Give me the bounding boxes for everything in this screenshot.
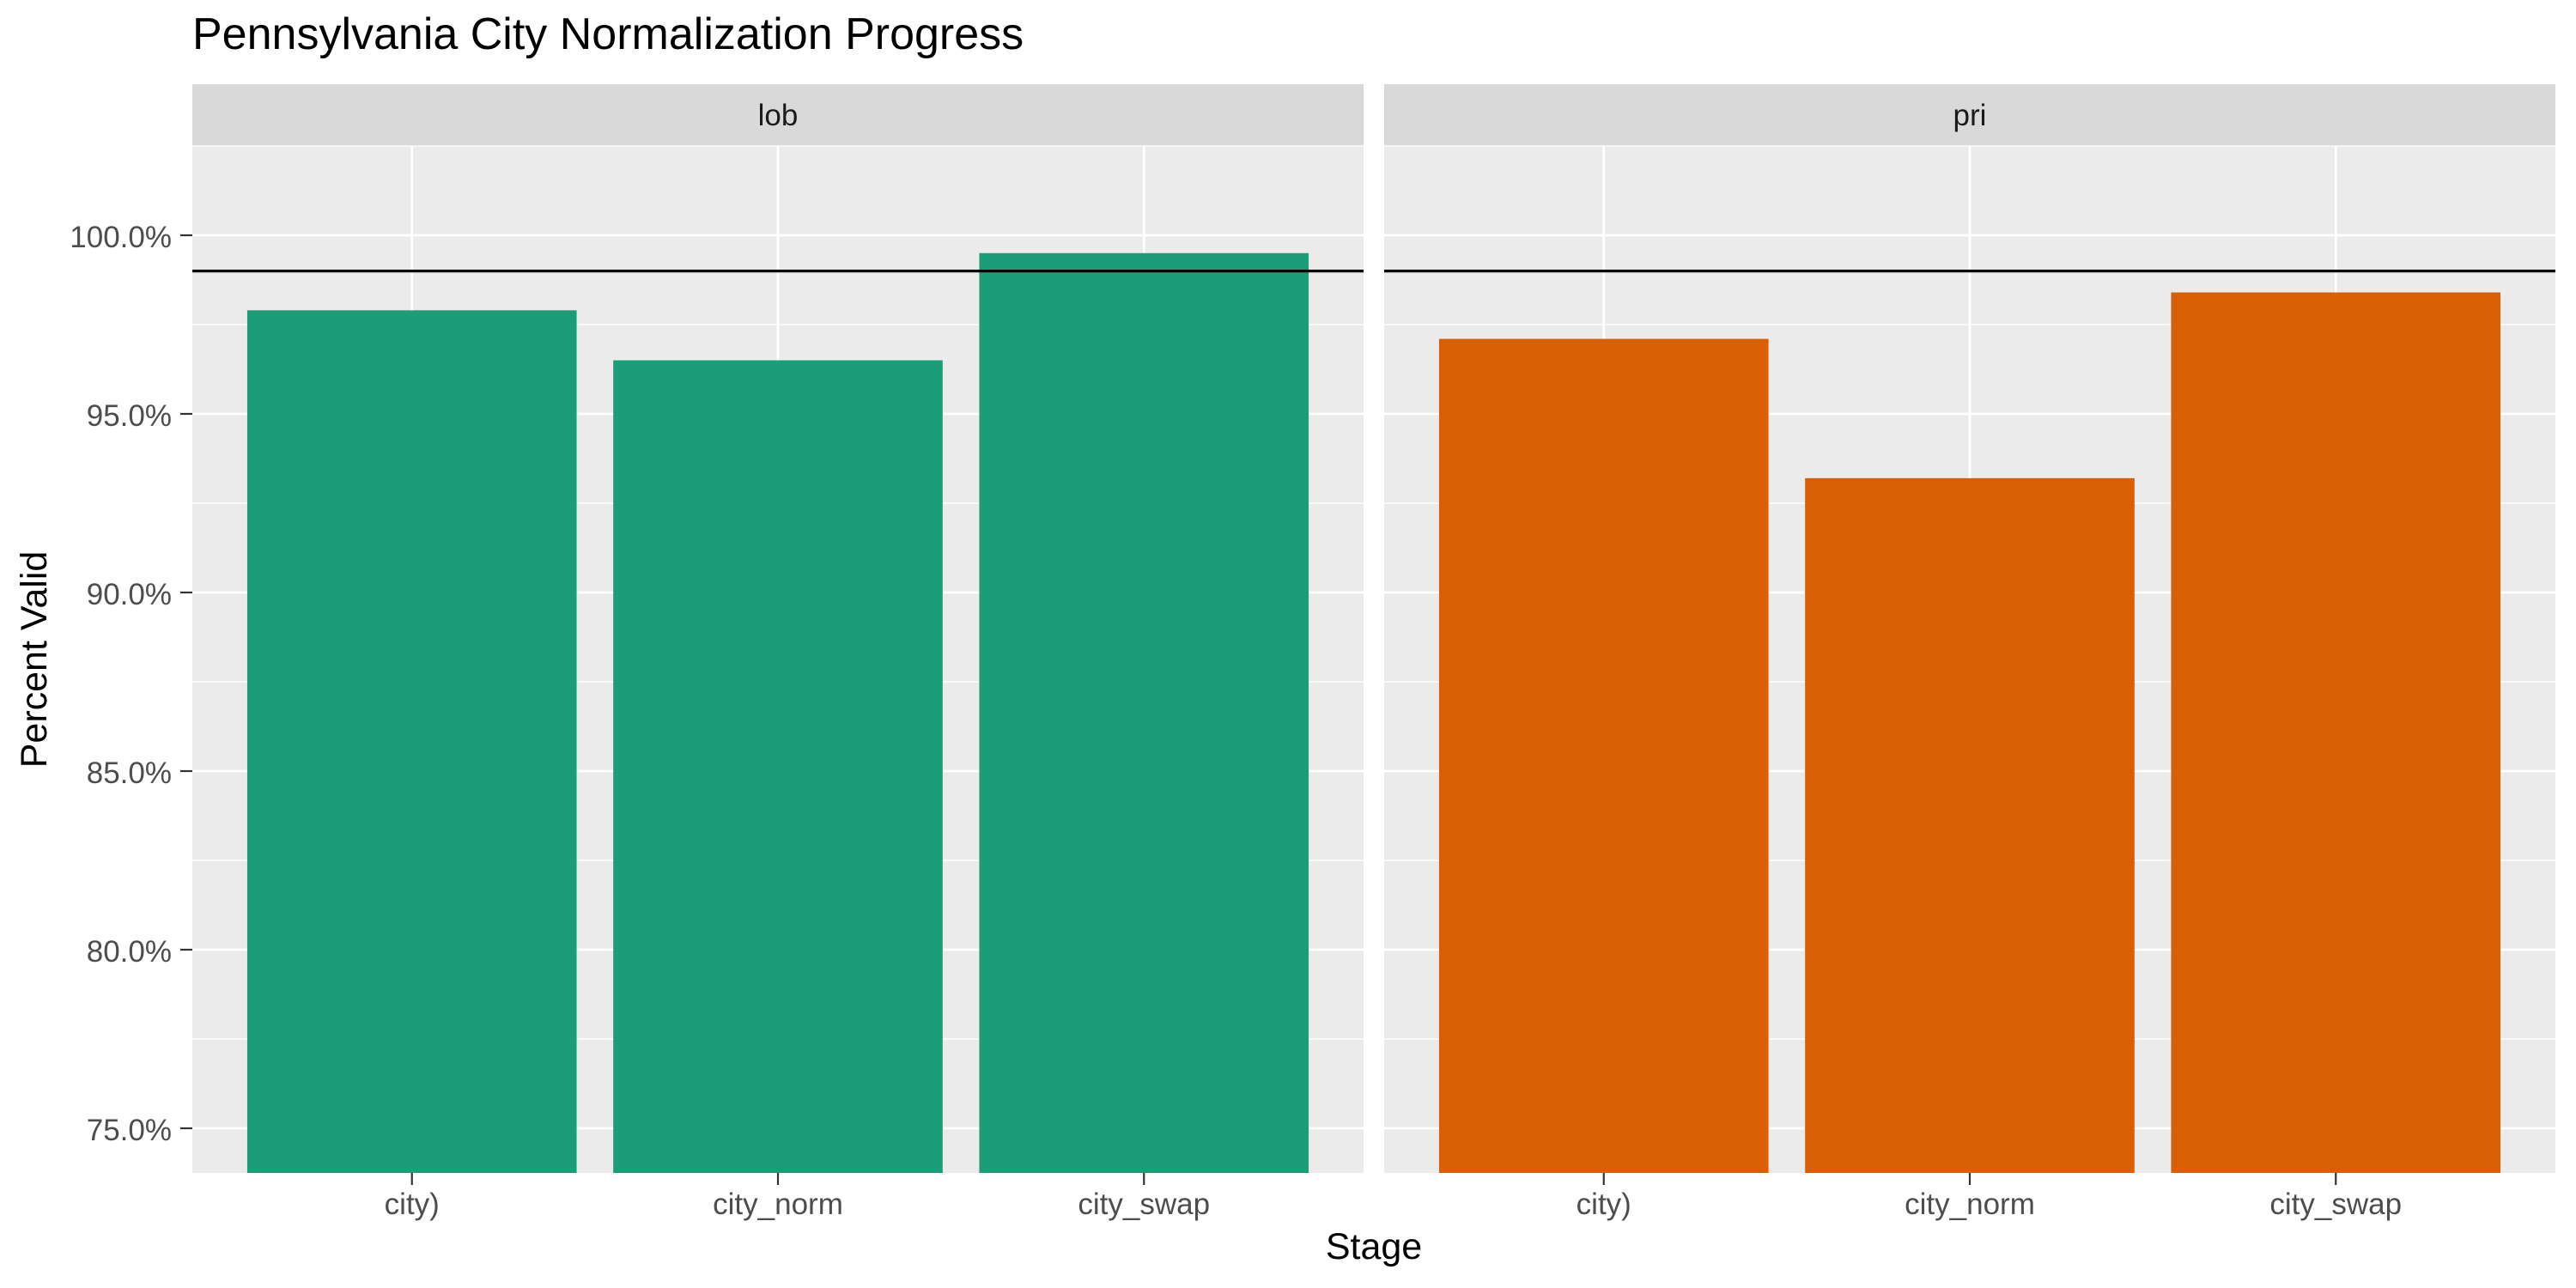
facet-strip-label: pri [1953, 99, 1987, 132]
facet-panel-lob: lob city) city_norm city_swap [192, 84, 1364, 1221]
x-tick-label: city_swap [2269, 1188, 2402, 1221]
x-tick-label: city_norm [713, 1188, 843, 1221]
y-tick-label: 100.0% [70, 221, 172, 254]
facet-strip [192, 84, 1364, 146]
x-tick-label: city_norm [1905, 1188, 2035, 1221]
bar-pri-city_norm [1805, 477, 2135, 1173]
bar-pri-city) [1438, 338, 1769, 1173]
y-tick-label: 80.0% [87, 935, 172, 969]
facet-panel-pri: pri city) city_norm city_swap [1384, 84, 2555, 1221]
facet-strip-label: lob [758, 99, 799, 132]
x-axis-title: Stage [1326, 1226, 1422, 1267]
facet-strip [1384, 84, 2555, 146]
y-tick-label: 90.0% [87, 578, 172, 611]
facet-panels: lob city) city_norm city_swap pri city) city_n… [192, 84, 2555, 1221]
y-axis: 75.0% 80.0% 85.0% 90.0% 95.0% 100.0% [70, 221, 192, 1147]
y-axis-title: Percent Valid [14, 551, 55, 769]
bar-lob-city_norm [613, 360, 943, 1174]
chart-title: Pennsylvania City Normalization Progress [192, 9, 1024, 59]
bar-lob-city_swap [979, 252, 1309, 1173]
x-tick-label: city_swap [1078, 1188, 1210, 1221]
bar-pri-city_swap [2171, 292, 2501, 1173]
y-tick-label: 95.0% [87, 399, 172, 433]
x-tick-label: city) [385, 1188, 440, 1221]
y-tick-label: 75.0% [87, 1114, 172, 1147]
bar-lob-city) [246, 310, 577, 1173]
x-tick-label: city) [1577, 1188, 1631, 1221]
y-tick-label: 85.0% [87, 756, 172, 790]
